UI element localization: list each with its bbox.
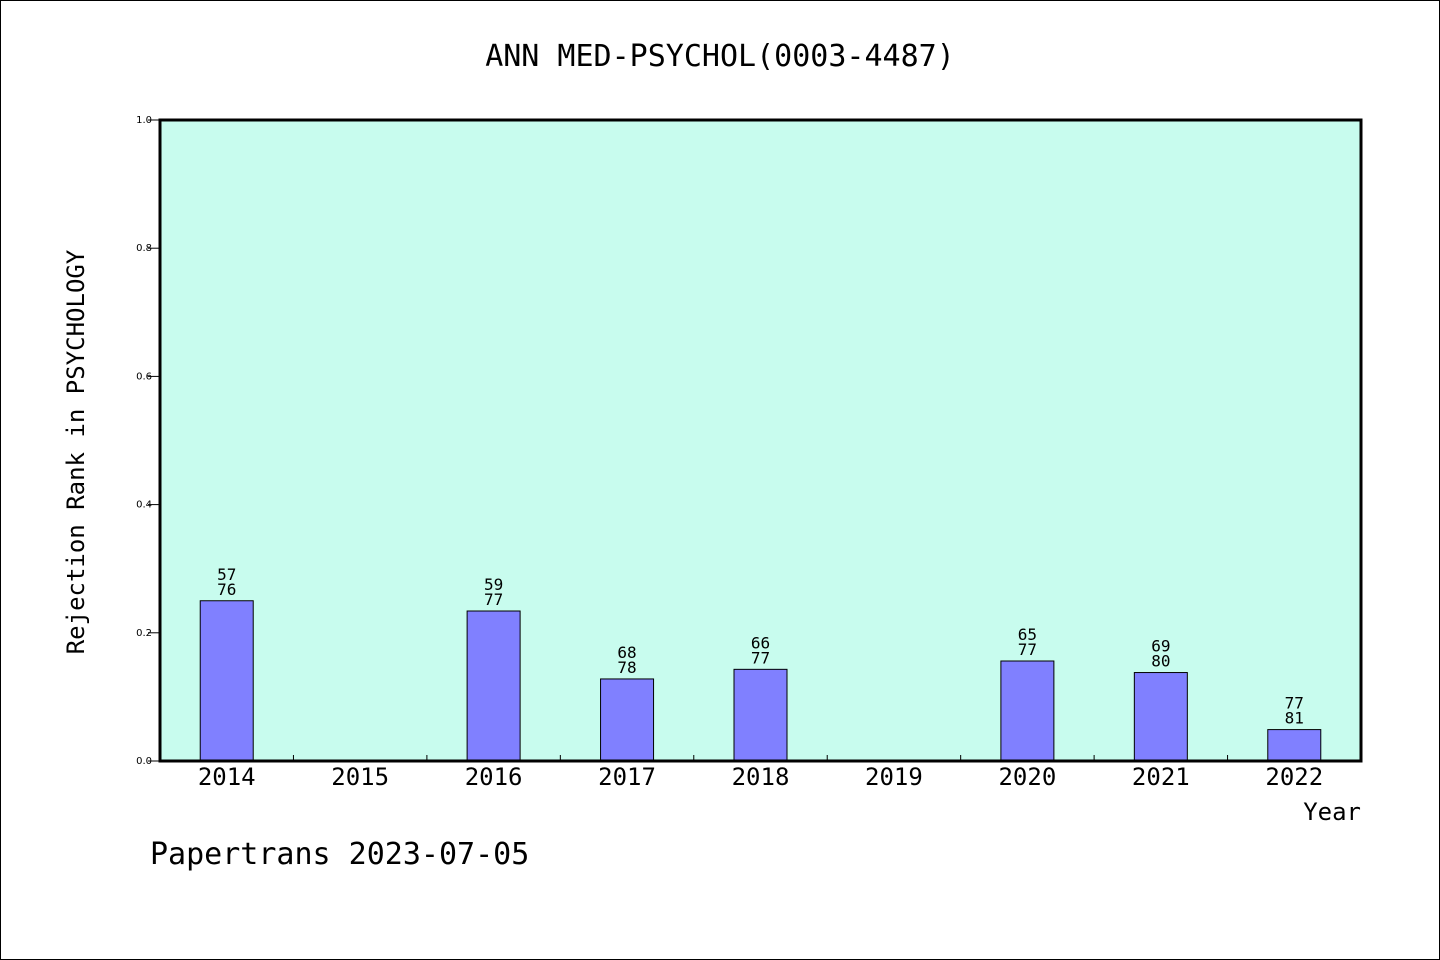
plot-area bbox=[160, 120, 1361, 761]
bar bbox=[733, 668, 788, 762]
y-tick-label: 1.0 bbox=[136, 115, 152, 126]
bar-label-bottom: 76 bbox=[217, 580, 236, 599]
x-tick-label: 2019 bbox=[865, 763, 923, 791]
bar-label-bottom: 77 bbox=[1018, 640, 1037, 659]
bar bbox=[1133, 672, 1188, 762]
y-tick-label: 0.4 bbox=[136, 500, 152, 511]
bar-label-top: 77 bbox=[1285, 694, 1304, 713]
bar-label-bottom: 80 bbox=[1151, 652, 1170, 671]
y-tick-label: 0.8 bbox=[136, 243, 152, 254]
bar-label-top: 65 bbox=[1018, 625, 1037, 644]
bar bbox=[1000, 660, 1055, 762]
bar-label-top: 69 bbox=[1151, 637, 1170, 656]
x-tick-label: 2017 bbox=[598, 763, 656, 791]
chart-title: ANN MED-PSYCHOL(0003-4487) bbox=[485, 39, 955, 74]
footer-text: Papertrans 2023-07-05 bbox=[150, 837, 529, 872]
bar-label-top: 68 bbox=[617, 643, 636, 662]
bar-label-bottom: 77 bbox=[751, 648, 770, 667]
bar-label-bottom: 77 bbox=[484, 590, 503, 609]
x-tick-label: 2014 bbox=[198, 763, 256, 791]
x-tick-label: 2022 bbox=[1265, 763, 1323, 791]
y-axis-label: Rejection Rank in PSYCHOLOGY bbox=[62, 249, 90, 654]
y-tick-label: 0.0 bbox=[136, 756, 152, 767]
y-tick-label: 0.6 bbox=[136, 371, 152, 382]
bar bbox=[466, 610, 521, 762]
x-axis-label: Year bbox=[1303, 798, 1361, 826]
bar-label-top: 66 bbox=[751, 633, 770, 652]
plot-border bbox=[158, 118, 1363, 763]
bar-label-bottom: 81 bbox=[1285, 709, 1304, 728]
bar-label-bottom: 78 bbox=[617, 658, 636, 677]
x-tick-label: 2021 bbox=[1132, 763, 1190, 791]
y-tick-label: 0.2 bbox=[136, 628, 152, 639]
bar-label-top: 59 bbox=[484, 575, 503, 594]
x-tick-label: 2018 bbox=[732, 763, 790, 791]
x-tick-label: 2015 bbox=[331, 763, 389, 791]
bar-label-top: 57 bbox=[217, 565, 236, 584]
x-tick-label: 2016 bbox=[465, 763, 523, 791]
x-tick-label: 2020 bbox=[998, 763, 1056, 791]
bar bbox=[1267, 729, 1322, 762]
bar bbox=[199, 600, 254, 762]
bar bbox=[600, 678, 655, 762]
